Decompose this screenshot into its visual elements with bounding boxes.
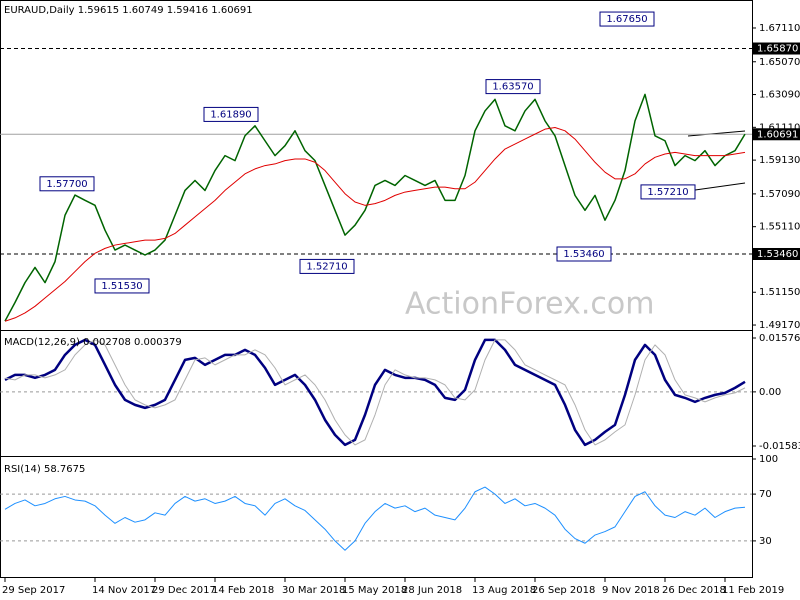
y-tick-label: 1.49170 (759, 320, 800, 331)
y-tick-label: 1.67110 (759, 23, 800, 34)
level-box (753, 42, 800, 55)
x-tick-label: 29 Sep 2017 (2, 585, 65, 596)
annotation-label: 1.52710 (306, 261, 347, 272)
annotation-label: 1.67650 (606, 14, 647, 25)
y-tick-label: 0.015762 (759, 333, 800, 344)
x-tick-label: 30 Mar 2018 (282, 585, 345, 596)
x-tick-label: 26 Sep 2018 (532, 585, 595, 596)
level-box (753, 128, 800, 141)
y-tick-label: 70 (759, 489, 772, 500)
x-tick-label: 14 Nov 2017 (92, 585, 156, 596)
level-label: 1.60691 (757, 129, 798, 140)
y-tick-label: 1.65070 (759, 57, 800, 68)
annotation-box (203, 106, 259, 122)
x-tick-label: 26 Dec 2018 (662, 585, 726, 596)
annotation-label: 1.57210 (647, 187, 688, 198)
y-tick-label: 0.00 (759, 387, 781, 398)
channel-line (687, 130, 746, 137)
series-line (4, 338, 746, 447)
annotation-label: 1.53460 (563, 249, 604, 260)
annotation-box (299, 258, 355, 274)
y-tick-label: 1.63090 (759, 90, 800, 101)
series-line (4, 127, 746, 322)
annotation-box (485, 79, 541, 95)
y-tick-label: 1.55110 (759, 222, 800, 233)
x-tick-label: 14 Feb 2018 (212, 585, 274, 596)
series-line (4, 339, 746, 446)
level-label: 1.53460 (757, 249, 798, 260)
x-tick-label: 9 Nov 2018 (602, 585, 660, 596)
annotation-box (556, 246, 612, 262)
annotation-label: 1.63570 (492, 82, 533, 93)
panel-title: RSI(14) 58.7675 (4, 464, 85, 475)
y-tick-label: 1.61110 (759, 122, 800, 133)
annotation-box (599, 11, 655, 27)
annotation-box (39, 176, 95, 192)
level-box (753, 247, 800, 260)
panel-title: MACD(12,26,9) 0.002708 0.000379 (4, 337, 182, 348)
annotation-box (640, 184, 696, 200)
y-tick-label: 100 (759, 454, 778, 465)
y-tick-label: 1.59130 (759, 155, 800, 166)
series-line (4, 93, 746, 322)
x-tick-label: 28 Jun 2018 (402, 585, 462, 596)
series-line (4, 486, 746, 551)
annotation-label: 1.61890 (210, 109, 251, 120)
x-tick-label: 15 May 2018 (342, 585, 407, 596)
x-tick-label: 29 Dec 2017 (152, 585, 216, 596)
y-tick-label: 1.57090 (759, 189, 800, 200)
annotation-label: 1.57700 (46, 179, 87, 190)
annotation-box (94, 278, 150, 294)
y-tick-label: 30 (759, 536, 772, 547)
x-tick-label: 11 Feb 2019 (722, 585, 784, 596)
y-tick-label: 1.51150 (759, 287, 800, 298)
frame (0, 0, 753, 578)
y-tick-label: -0.015834 (759, 441, 800, 452)
watermark: ActionForex.com (405, 287, 654, 322)
panel-title: EURAUD,Daily 1.59615 1.60749 1.59416 1.6… (4, 5, 253, 16)
channel-line (687, 182, 746, 192)
annotation-label: 1.51530 (101, 281, 142, 292)
level-label: 1.65870 (757, 44, 798, 55)
x-tick-label: 13 Aug 2018 (472, 585, 536, 596)
